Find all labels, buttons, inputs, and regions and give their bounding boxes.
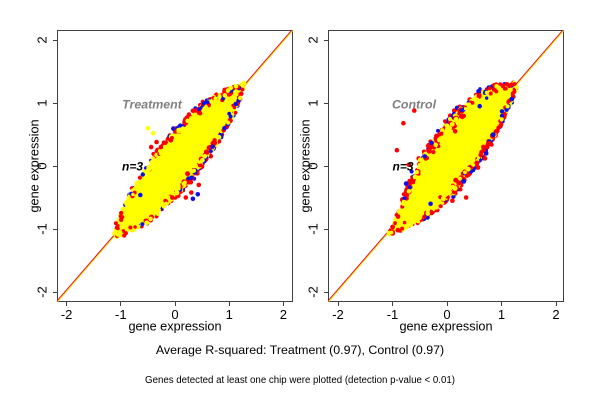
svg-text:2: 2 — [280, 307, 287, 322]
svg-text:2: 2 — [305, 36, 320, 43]
svg-text:-2: -2 — [332, 307, 344, 322]
svg-text:Genes detected at least one ch: Genes detected at least one chip were pl… — [145, 375, 455, 386]
svg-text:gene expression: gene expression — [299, 119, 313, 212]
svg-text:0: 0 — [305, 162, 320, 169]
svg-text:1: 1 — [305, 99, 320, 106]
svg-text:Treatment: Treatment — [122, 97, 183, 111]
svg-text:Control: Control — [392, 97, 437, 111]
svg-text:1: 1 — [34, 99, 49, 106]
svg-text:2: 2 — [552, 307, 559, 322]
svg-text:Average R-squared: Treatment (: Average R-squared: Treatment (0.97), Con… — [156, 343, 444, 357]
svg-text:-2: -2 — [61, 307, 73, 322]
svg-text:1: 1 — [226, 307, 233, 322]
svg-text:-2: -2 — [34, 286, 49, 298]
svg-text:gene expression: gene expression — [128, 320, 221, 334]
svg-text:2: 2 — [34, 36, 49, 43]
svg-text:-1: -1 — [34, 223, 49, 235]
svg-text:0: 0 — [171, 307, 178, 322]
svg-text:-1: -1 — [305, 223, 320, 235]
svg-text:0: 0 — [443, 307, 450, 322]
svg-text:-2: -2 — [305, 286, 320, 298]
svg-text:gene expression: gene expression — [28, 119, 42, 212]
svg-text:-1: -1 — [387, 307, 399, 322]
svg-text:gene expression: gene expression — [399, 320, 492, 334]
svg-text:0: 0 — [34, 162, 49, 169]
svg-text:1: 1 — [498, 307, 505, 322]
svg-text:n=3: n=3 — [122, 160, 143, 174]
svg-text:n=3: n=3 — [392, 160, 413, 174]
svg-text:-1: -1 — [115, 307, 127, 322]
